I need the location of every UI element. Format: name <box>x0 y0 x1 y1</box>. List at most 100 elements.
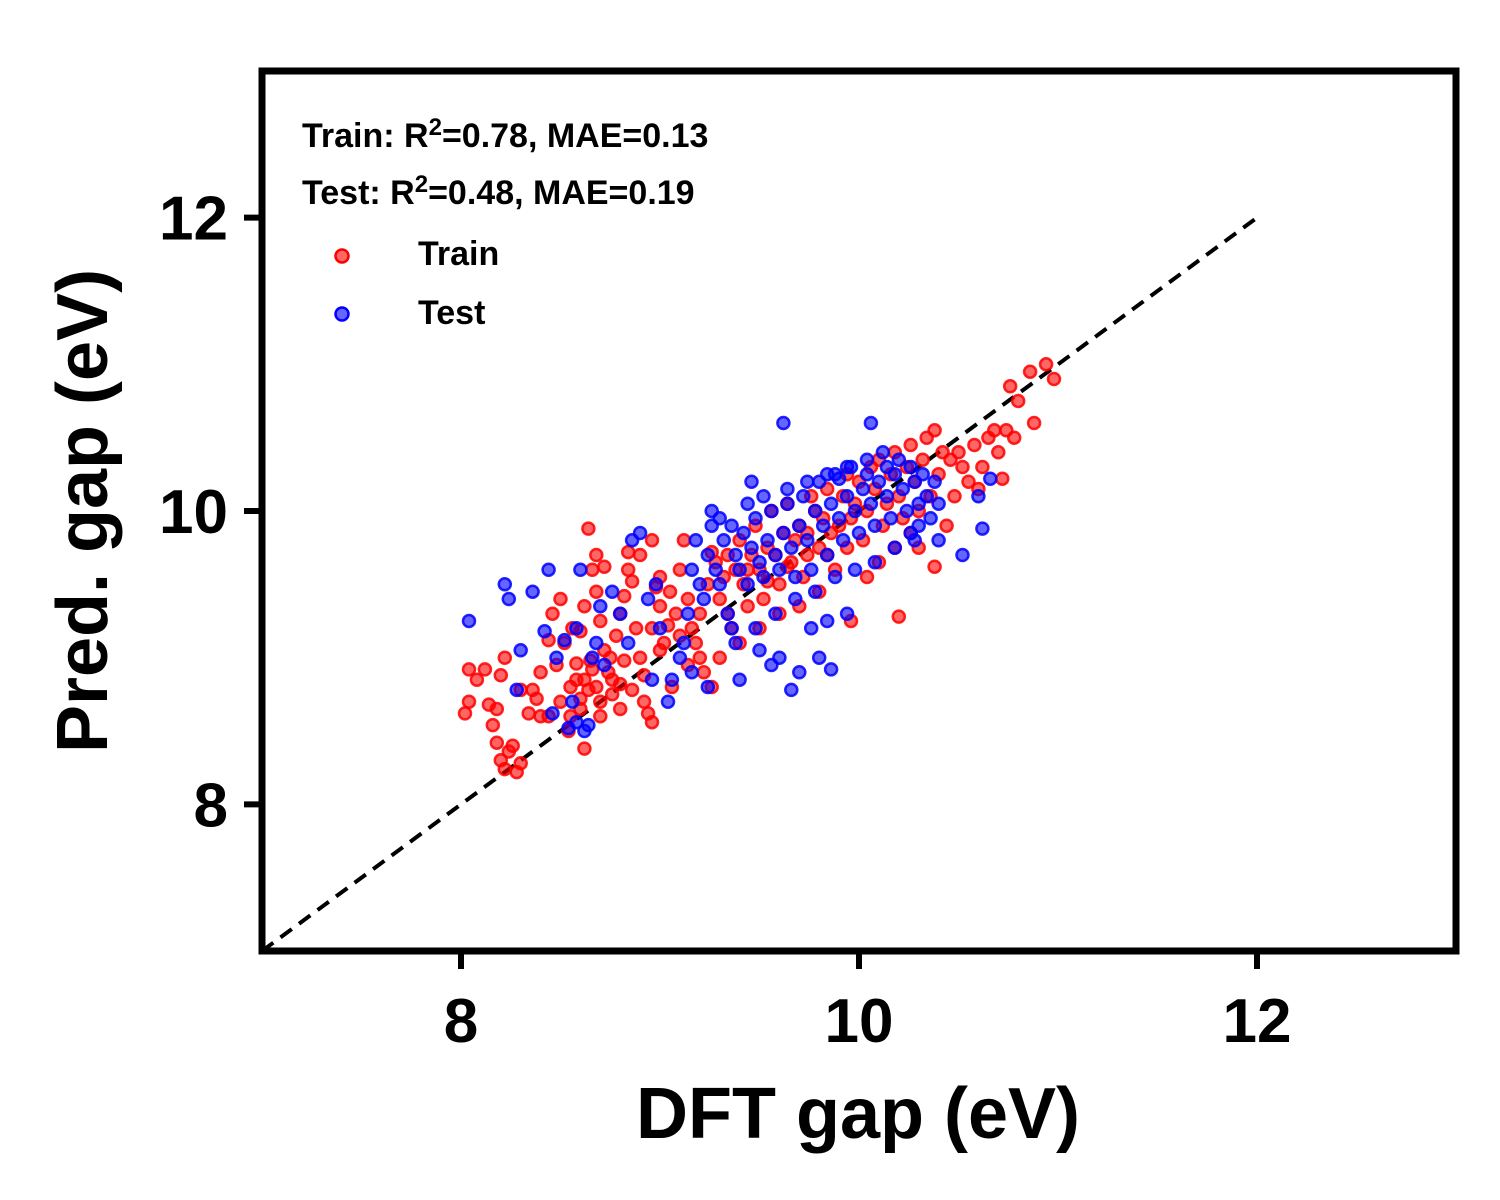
point-train <box>577 599 592 614</box>
point-test <box>847 562 863 577</box>
point-test <box>819 613 835 629</box>
point-train <box>632 547 648 563</box>
x-tick-label: 12 <box>1223 987 1292 1056</box>
series-test <box>461 415 998 739</box>
legend-train-label: Train <box>418 235 499 273</box>
point-test <box>728 635 743 651</box>
point-train <box>505 738 520 753</box>
y-tick-label: 10 <box>159 478 228 547</box>
point-test <box>712 577 727 592</box>
point-test <box>744 540 759 555</box>
y-axis: 8 10 12 <box>159 185 262 840</box>
point-train <box>620 544 636 560</box>
point-train <box>652 599 668 614</box>
point-train <box>987 423 1002 438</box>
x-axis-title: DFT gap (eV) <box>636 1074 1080 1154</box>
point-test <box>975 521 990 536</box>
point-test <box>672 650 688 665</box>
point-train <box>457 706 473 721</box>
point-test <box>696 591 712 607</box>
point-test <box>756 569 771 585</box>
point-train <box>461 694 477 709</box>
point-test <box>788 569 803 585</box>
point-train <box>662 584 678 599</box>
point-test <box>847 503 863 519</box>
point-test <box>632 525 648 541</box>
point-train <box>533 665 548 680</box>
point-test <box>780 481 795 497</box>
point-test <box>839 459 855 475</box>
train-metrics-prefix: Train: R <box>302 117 429 155</box>
point-test <box>891 452 907 467</box>
train-metrics-text: Train: R2=0.78, MAE=0.13 <box>302 114 708 155</box>
point-test <box>585 650 600 665</box>
point-test <box>911 518 926 533</box>
point-train <box>585 662 600 677</box>
point-test <box>803 562 819 577</box>
point-train <box>712 650 727 665</box>
point-train <box>1046 371 1062 387</box>
point-test <box>907 533 922 548</box>
point-train <box>593 709 608 724</box>
point-train <box>688 635 704 651</box>
point-test <box>863 415 879 431</box>
point-test <box>811 650 827 665</box>
point-test <box>660 694 676 709</box>
point-test <box>879 459 895 475</box>
point-test <box>879 489 895 504</box>
point-test <box>557 632 572 648</box>
point-train <box>955 459 970 475</box>
x-tick-label: 10 <box>825 987 894 1056</box>
reference-line-layer <box>260 216 1259 953</box>
point-train <box>740 599 755 614</box>
point-test <box>708 562 723 577</box>
test-metrics-text: Test: R2=0.48, MAE=0.19 <box>302 171 695 212</box>
point-test <box>859 452 875 467</box>
point-test <box>597 657 612 673</box>
point-train <box>800 547 815 563</box>
point-test <box>525 584 540 599</box>
point-test <box>807 503 823 519</box>
point-train <box>589 584 604 599</box>
point-train <box>1038 357 1054 372</box>
point-test <box>927 474 942 489</box>
point-test <box>644 672 660 687</box>
point-test <box>875 445 891 460</box>
point-test <box>784 682 799 698</box>
point-test <box>823 496 839 511</box>
point-train <box>525 682 540 698</box>
point-test <box>509 682 524 698</box>
point-test <box>724 518 739 533</box>
legend-train-marker <box>334 248 350 264</box>
point-train <box>593 613 608 629</box>
point-test <box>720 606 735 621</box>
point-test <box>688 533 704 548</box>
point-train <box>927 423 942 438</box>
point-train <box>644 533 660 548</box>
point-test <box>831 471 847 486</box>
test-metrics-prefix: Test: R <box>302 174 415 212</box>
point-test <box>740 577 755 592</box>
point-test <box>768 606 783 621</box>
point-test <box>752 555 767 570</box>
point-train <box>624 682 640 698</box>
point-test <box>867 555 883 570</box>
point-train <box>947 489 962 504</box>
point-train <box>692 606 708 621</box>
point-test <box>545 706 560 721</box>
point-test <box>871 474 887 489</box>
point-train <box>513 756 528 771</box>
y-tick-label: 12 <box>159 185 228 254</box>
point-test <box>684 562 700 577</box>
point-train <box>995 471 1010 486</box>
point-test <box>549 650 564 665</box>
point-train <box>461 662 477 677</box>
point-test <box>569 714 584 730</box>
point-test <box>819 467 835 482</box>
point-train <box>569 656 584 671</box>
point-test <box>612 606 628 621</box>
point-train <box>903 437 918 453</box>
point-test <box>899 503 915 519</box>
point-test <box>541 562 556 577</box>
point-test <box>803 621 819 636</box>
